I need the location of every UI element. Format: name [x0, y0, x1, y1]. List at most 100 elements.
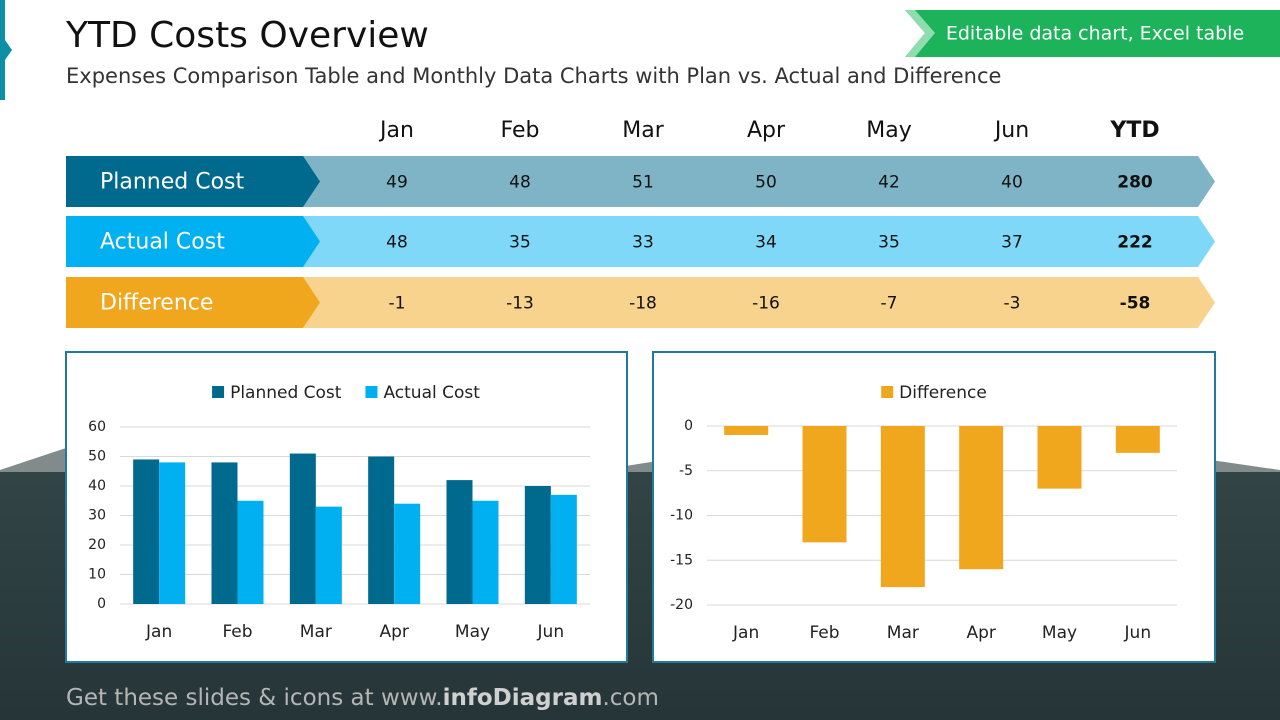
legend-label: Planned Cost — [230, 383, 342, 403]
legend: Difference — [881, 383, 987, 403]
row-label-bg — [66, 216, 320, 267]
legend-label: Difference — [899, 383, 987, 403]
bar — [472, 500, 499, 604]
cell: 49 — [386, 173, 408, 193]
bar — [959, 426, 1004, 570]
y-tick-label: -20 — [670, 597, 693, 613]
chart-panel — [652, 351, 1216, 663]
cell: 280 — [1117, 173, 1153, 193]
x-tick-label: Mar — [300, 622, 332, 642]
x-tick-label: Apr — [966, 623, 995, 643]
badge: Editable data chart, Excel table — [946, 23, 1244, 45]
table: Jan Feb Mar Apr May Jun YTD Planned Cost 49 48 51 5… — [66, 118, 1215, 328]
bar — [394, 503, 421, 604]
row-label: Difference — [100, 291, 213, 316]
y-tick-label: 20 — [88, 537, 106, 553]
x-tick-label: Jun — [537, 622, 565, 642]
cell: -58 — [1120, 294, 1151, 314]
row-label: Planned Cost — [100, 170, 245, 195]
bar — [211, 462, 238, 604]
x-tick-label: Mar — [887, 623, 919, 643]
bar — [1115, 426, 1160, 453]
bar — [315, 506, 342, 604]
accent-bar — [0, 0, 5, 100]
cell: 35 — [509, 233, 531, 253]
x-tick-label: Jan — [145, 622, 172, 642]
cell: 222 — [1117, 233, 1153, 253]
cell: -13 — [506, 294, 534, 314]
title: YTD Costs Overview — [65, 15, 429, 56]
y-tick-label: 50 — [88, 449, 106, 465]
row-band — [300, 277, 1215, 328]
cell: 37 — [1001, 233, 1023, 253]
x-tick-label: May — [1042, 623, 1077, 643]
x-tick-label: May — [455, 622, 490, 642]
subtitle: Expenses Comparison Table and Monthly Da… — [66, 64, 1001, 88]
bar — [880, 426, 925, 588]
bar — [724, 426, 769, 435]
legend-swatch — [881, 386, 894, 398]
footer-text: .com — [602, 685, 658, 711]
badge-accent — [905, 10, 935, 57]
cell: 40 — [1001, 173, 1023, 193]
x-tick-label: Feb — [222, 622, 252, 642]
legend-swatch — [365, 386, 378, 398]
column-header: Jan — [378, 118, 414, 143]
row-label-bg — [66, 277, 320, 328]
bar — [524, 486, 551, 604]
legend-swatch — [212, 386, 225, 398]
cell: 48 — [386, 233, 408, 253]
bar — [133, 459, 160, 604]
bar — [802, 426, 847, 543]
y-tick-label: -5 — [679, 463, 693, 479]
row-band — [300, 216, 1215, 267]
cell: -16 — [752, 294, 780, 314]
y-tick-label: 0 — [684, 418, 693, 434]
charts: 0 10 20 30 40 50 60 Jan Feb Mar Apr May Jun Planned C… — [88, 383, 1177, 643]
bar — [237, 500, 264, 604]
cell: -1 — [389, 294, 406, 314]
chart: 0 10 20 30 40 50 60 Jan Feb Mar Apr May Jun Planned C… — [88, 383, 590, 642]
bar — [550, 494, 577, 604]
y-tick-label: 40 — [88, 478, 106, 494]
footer-text: Get these slides & icons at www. — [66, 685, 443, 711]
badge-bg — [905, 10, 1280, 57]
footer-brand: infoDiagram — [443, 685, 603, 711]
x-tick-label: Jun — [1124, 623, 1152, 643]
bar — [1037, 426, 1082, 489]
row-band — [300, 156, 1215, 207]
cell: -18 — [629, 294, 657, 314]
x-tick-label: Feb — [809, 623, 839, 643]
y-tick-label: 30 — [88, 508, 106, 524]
y-tick-label: 0 — [97, 596, 106, 612]
column-header: YTD — [1109, 118, 1159, 143]
bar — [368, 456, 395, 604]
row-label-bg — [66, 156, 320, 207]
cell: 35 — [878, 233, 900, 253]
accent-arrow — [5, 40, 12, 60]
column-header: Feb — [501, 118, 540, 143]
x-tick-label: Jan — [732, 623, 759, 643]
column-header: Mar — [622, 118, 664, 143]
cell: 50 — [755, 173, 777, 193]
chart: 0 -5 -10 -15 -20 Jan Feb Mar Apr May Jun Difference — [670, 383, 1177, 643]
bar — [289, 453, 316, 604]
cell: 34 — [755, 233, 777, 253]
cell: -7 — [881, 294, 898, 314]
y-tick-label: -10 — [670, 508, 693, 524]
cell: 51 — [632, 173, 654, 193]
footer: Get these slides & icons at www.infoDiag… — [66, 685, 659, 711]
x-tick-label: Apr — [379, 622, 408, 642]
column-header: Jun — [993, 118, 1029, 143]
row-label: Actual Cost — [100, 230, 225, 255]
column-header: May — [866, 118, 911, 143]
legend: Planned Cost Actual Cost — [212, 383, 480, 403]
column-header: Apr — [747, 118, 786, 143]
bar — [446, 480, 473, 604]
cell: 42 — [878, 173, 900, 193]
cell: 33 — [632, 233, 654, 253]
cell: 48 — [509, 173, 531, 193]
y-tick-label: -15 — [670, 552, 693, 568]
